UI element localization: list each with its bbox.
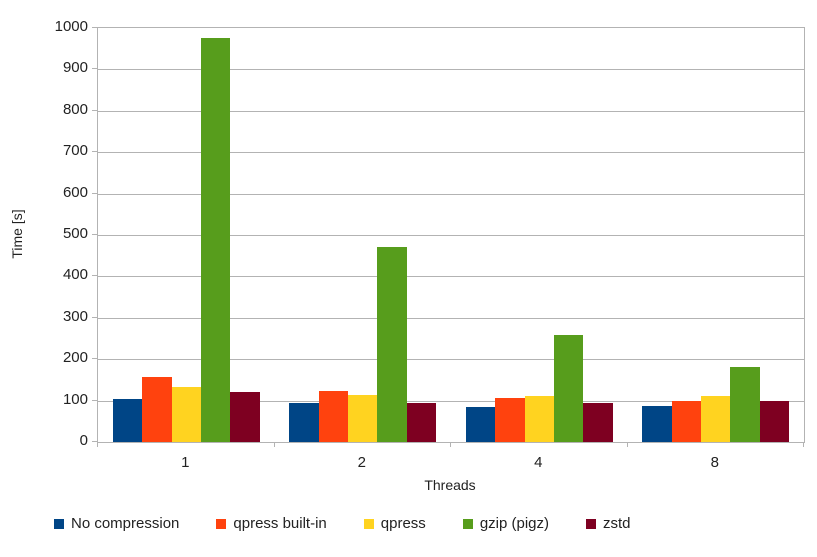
- legend-item: qpress: [363, 515, 426, 533]
- legend-label: qpress: [380, 515, 426, 532]
- legend-swatch-icon: [586, 519, 597, 529]
- y-tick-label: 400: [62, 266, 88, 283]
- legend-swatch-icon: [54, 519, 64, 529]
- gridline: [98, 69, 804, 70]
- y-tick-label: 800: [62, 101, 88, 118]
- bar-qpress-threads-1: [171, 387, 201, 442]
- y-tick-label: 0: [79, 432, 88, 449]
- gridline: [98, 276, 804, 277]
- y-axis-tick: [92, 358, 97, 359]
- legend: No compression qpress built-in qpress gzip …: [54, 515, 631, 533]
- bar-qpress-built-in-threads-1: [142, 377, 172, 442]
- legend-item: gzip (pigz): [462, 515, 550, 533]
- bar-qpress-threads-8: [701, 396, 731, 442]
- legend-label: zstd: [603, 515, 631, 532]
- legend-item: zstd: [586, 515, 631, 533]
- y-tick-label: 700: [62, 142, 88, 159]
- y-tick-label: 200: [62, 349, 88, 366]
- gridline: [98, 318, 804, 319]
- x-tick-label: 2: [357, 454, 366, 471]
- x-axis-tick: [627, 442, 628, 447]
- y-axis-tick: [92, 27, 97, 28]
- y-tick-label: 600: [62, 184, 88, 201]
- y-axis-tick: [92, 400, 97, 401]
- gridline: [98, 194, 804, 195]
- x-axis-tick: [803, 442, 804, 447]
- bar-no-compression-threads-4: [465, 406, 496, 442]
- legend-item: qpress built-in: [216, 515, 327, 533]
- x-axis-title: Threads: [424, 477, 476, 493]
- y-axis-tick: [92, 68, 97, 69]
- y-tick-label: 100: [62, 391, 88, 408]
- legend-item: No compression: [54, 515, 179, 533]
- bar-qpress-built-in-threads-8: [671, 400, 702, 442]
- y-tick-label: 900: [62, 59, 88, 76]
- bar-gzip-pigz-threads-8: [730, 366, 760, 442]
- gridline: [98, 111, 804, 112]
- bar-zstd-threads-1: [230, 392, 260, 442]
- bar-zstd-threads-4: [583, 403, 613, 442]
- bar-gzip-pigz-threads-2: [377, 246, 407, 442]
- y-tick-label: 1000: [54, 18, 88, 35]
- gridline: [98, 235, 804, 236]
- bar-gzip-pigz-threads-4: [553, 335, 584, 442]
- x-tick-label: 1: [181, 454, 190, 471]
- gridline: [98, 401, 804, 402]
- gridline: [98, 152, 804, 153]
- bar-qpress-built-in-threads-2: [318, 391, 349, 442]
- legend-swatch-icon: [363, 519, 374, 529]
- bar-no-compression-threads-1: [112, 398, 143, 442]
- x-tick-label: 8: [710, 454, 719, 471]
- x-axis-tick: [450, 442, 451, 447]
- legend-label: gzip (pigz): [479, 515, 550, 532]
- bar-qpress-threads-4: [524, 396, 554, 442]
- bar-zstd-threads-8: [759, 401, 790, 442]
- legend-label: qpress built-in: [233, 515, 327, 532]
- y-tick-label: 300: [62, 308, 88, 325]
- y-axis-tick: [92, 193, 97, 194]
- legend-swatch-icon: [462, 519, 473, 529]
- y-axis-tick: [92, 110, 97, 111]
- bar-qpress-threads-2: [348, 394, 378, 442]
- bar-zstd-threads-2: [406, 402, 437, 442]
- y-axis-tick: [92, 441, 97, 442]
- y-axis-tick: [92, 234, 97, 235]
- x-axis-tick: [274, 442, 275, 447]
- bar-no-compression-threads-2: [289, 402, 319, 442]
- y-axis-tick: [92, 275, 97, 276]
- y-axis-tick: [92, 151, 97, 152]
- x-tick-label: 4: [534, 454, 543, 471]
- x-axis-tick: [97, 442, 98, 447]
- plot-area: [97, 27, 805, 443]
- legend-label: No compression: [71, 515, 180, 532]
- legend-swatch-icon: [216, 519, 227, 529]
- y-axis-tick: [92, 317, 97, 318]
- y-tick-label: 500: [62, 225, 88, 242]
- gridline: [98, 359, 804, 360]
- bar-no-compression-threads-8: [642, 405, 672, 442]
- bar-gzip-pigz-threads-1: [200, 38, 231, 442]
- bar-qpress-built-in-threads-4: [495, 397, 525, 442]
